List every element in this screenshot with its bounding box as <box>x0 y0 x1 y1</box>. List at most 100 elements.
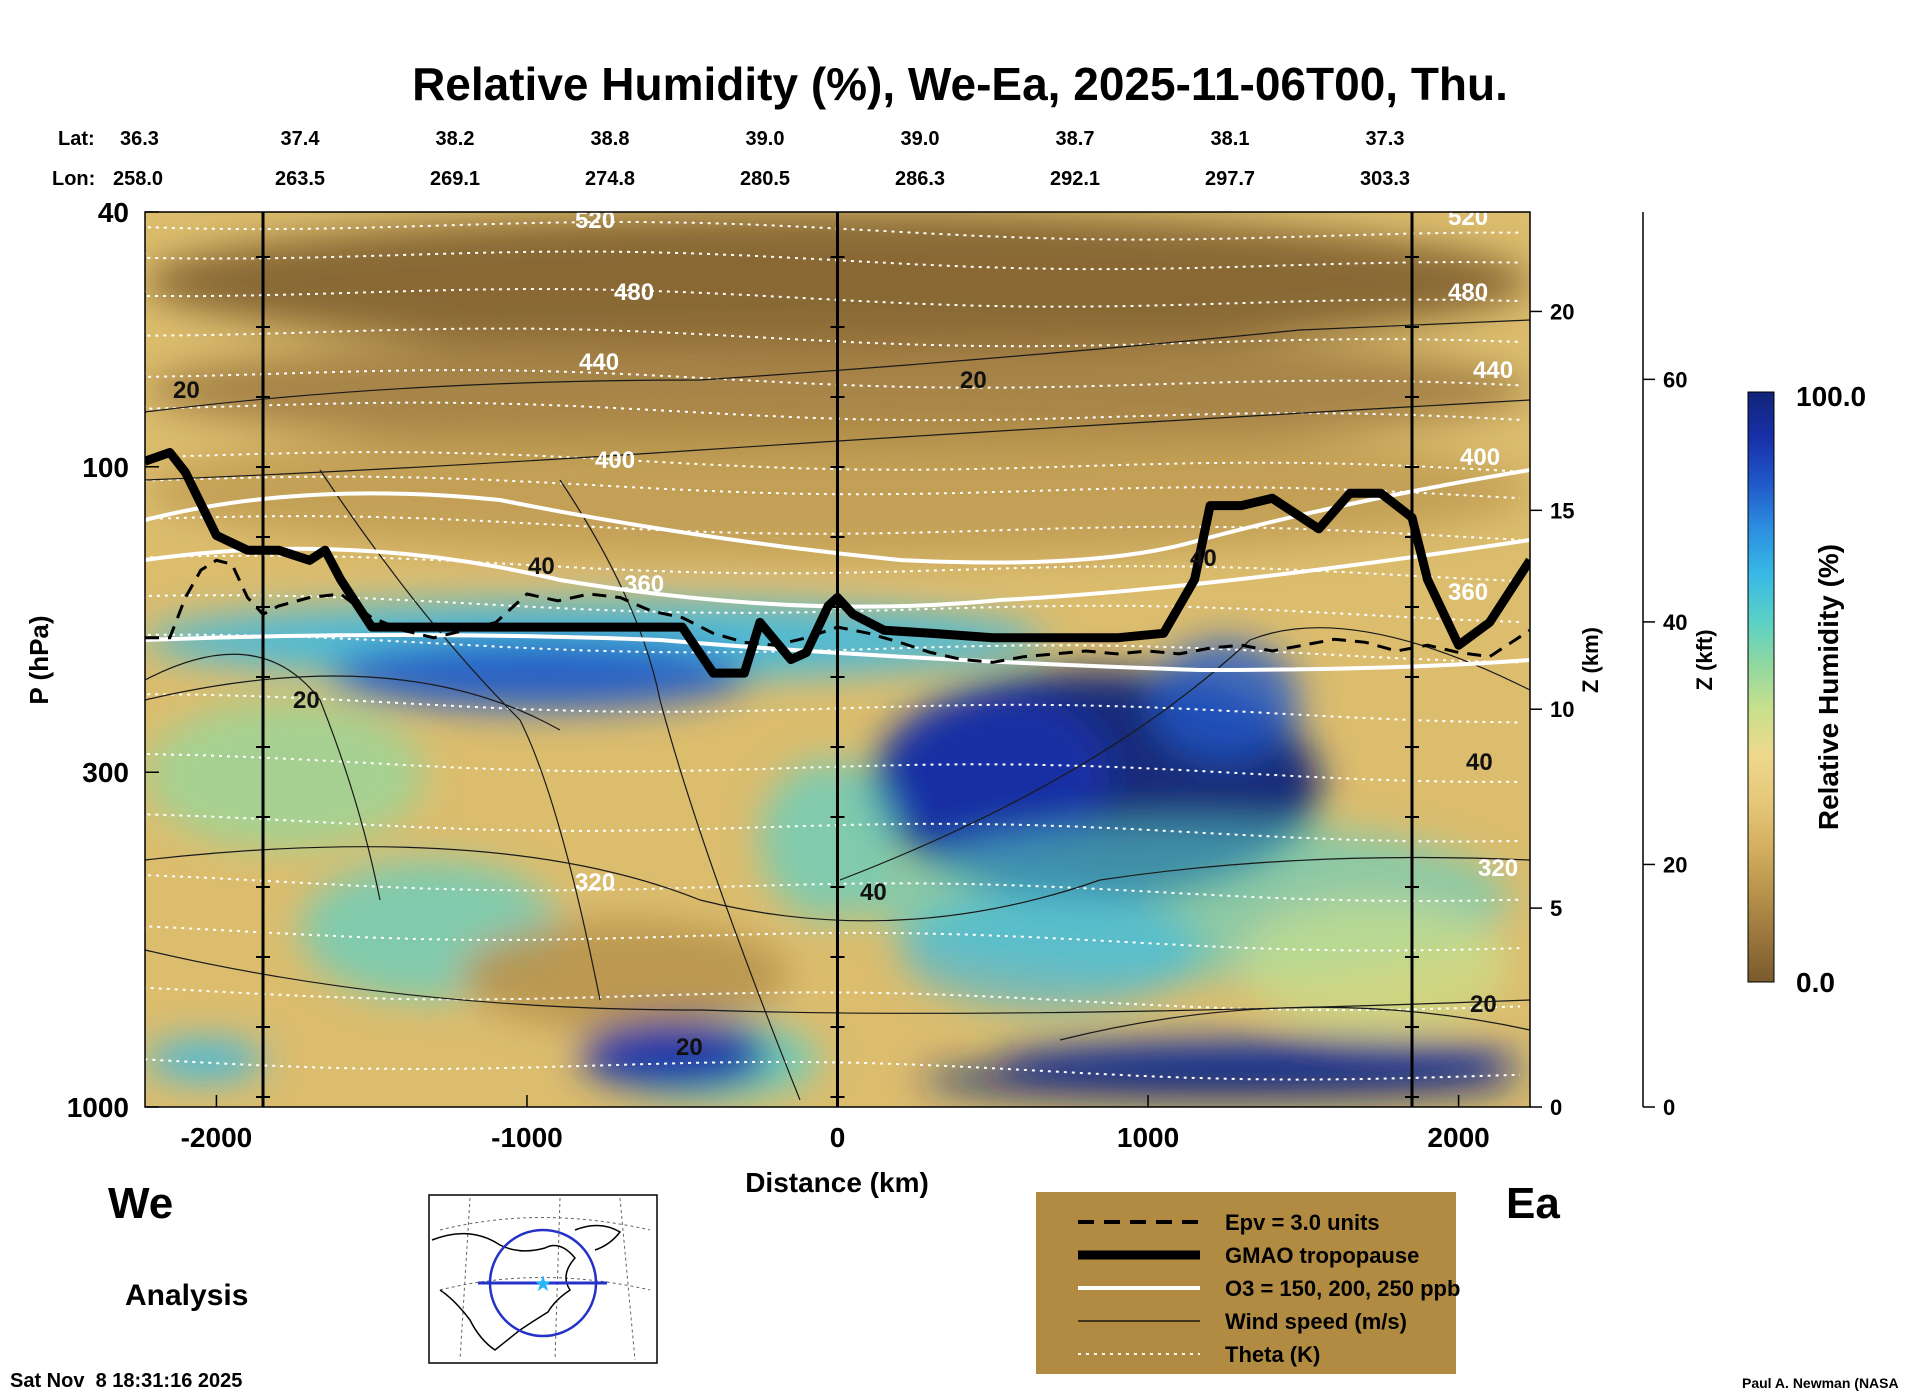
legend-label: Wind speed (m/s) <box>1225 1309 1407 1334</box>
rh-region <box>460 920 790 1030</box>
lon-value: 297.7 <box>1205 168 1255 190</box>
lat-value: 39.0 <box>746 128 785 150</box>
wind-label: 20 <box>173 377 200 404</box>
x-tick-label: 0 <box>830 1122 846 1153</box>
inset-map-coastline <box>431 1224 622 1351</box>
inset-map: ★ <box>428 1194 658 1364</box>
inset-map-grid <box>439 1197 651 1361</box>
lon-value: 286.3 <box>895 168 945 190</box>
theta-label: 360 <box>624 571 664 598</box>
y-tick-label: 100 <box>82 452 129 483</box>
theta-contour <box>145 475 1521 500</box>
rh-region <box>920 1060 1520 1100</box>
theta-contour <box>145 1058 1521 1081</box>
rh-region <box>880 690 1110 860</box>
legend-label: Epv = 3.0 units <box>1225 1210 1380 1235</box>
lon-value: 263.5 <box>275 168 325 190</box>
west-label: We <box>108 1179 173 1228</box>
z-kft-tick-label: 40 <box>1663 610 1687 635</box>
z-kft-tick-label: 20 <box>1663 852 1687 877</box>
theta-contour <box>145 986 1521 1012</box>
theta-label: 320 <box>1478 855 1518 882</box>
theta-label: 480 <box>614 279 654 306</box>
ozone-contour <box>145 538 1530 609</box>
theta-label: 320 <box>575 869 615 896</box>
wind-contour <box>145 949 1530 1014</box>
analysis-label: Analysis <box>125 1279 248 1312</box>
z-km-tick-label: 5 <box>1550 896 1562 921</box>
lon-value: 280.5 <box>740 168 790 190</box>
z-km-tick-label: 0 <box>1550 1095 1562 1120</box>
credit: Paul A. Newman (NASA <box>1742 1375 1899 1391</box>
theta-label: 520 <box>575 207 615 234</box>
lon-value: 274.8 <box>585 168 635 190</box>
theta-contour <box>145 327 1521 348</box>
lat-value: 37.4 <box>281 128 321 150</box>
legend: Epv = 3.0 units GMAO tropopause O3 = 150, … <box>1036 1192 1460 1374</box>
lon-row: Lon: 258.0 263.5 269.1 274.8 280.5 286.3 292.1… <box>52 168 1410 190</box>
legend-label: O3 = 150, 200, 250 ppb <box>1225 1276 1460 1301</box>
lon-label: Lon: <box>52 168 95 190</box>
theta-contour <box>145 220 1521 241</box>
y-tick-label: 1000 <box>67 1092 129 1123</box>
theta-contour <box>145 250 1521 271</box>
z-km-axis: 0 5 10 15 20 <box>1530 299 1574 1120</box>
tropopause-line <box>145 448 1530 678</box>
z-km-label: Z (km) <box>1578 627 1603 693</box>
wind-contour <box>559 479 801 1101</box>
x-tick-label: 1000 <box>1117 1122 1179 1153</box>
lon-values: 258.0 263.5 269.1 274.8 280.5 286.3 292.1 297.7… <box>113 168 1410 190</box>
wind-contour <box>1059 1006 1530 1041</box>
lat-value: 38.1 <box>1211 128 1250 150</box>
z-kft-tick-label: 60 <box>1663 367 1687 392</box>
lon-value: 292.1 <box>1050 168 1100 190</box>
colorbar-min: 0.0 <box>1796 967 1835 998</box>
wind-label: 40 <box>1190 545 1217 572</box>
rh-region <box>145 1040 265 1080</box>
y-tick-label: 40 <box>98 197 129 228</box>
lon-value: 258.0 <box>113 168 163 190</box>
theta-contour <box>145 287 1521 308</box>
theta-label: 400 <box>595 447 635 474</box>
wind-contour <box>145 675 561 731</box>
wind-label: 20 <box>1470 991 1497 1018</box>
wind-contour <box>145 399 1530 481</box>
wind-contour <box>145 319 1530 413</box>
wind-contour <box>319 469 601 1001</box>
theta-label: 400 <box>1460 444 1500 471</box>
y-axis-label: P (hPa) <box>24 615 54 704</box>
x-axis: -2000 -1000 0 1000 2000 <box>181 1095 1490 1153</box>
wind-label: 40 <box>528 553 555 580</box>
lat-label: Lat: <box>58 128 95 150</box>
y-tick-label: 300 <box>82 757 129 788</box>
lat-values: 36.3 37.4 38.2 38.8 39.0 39.0 38.7 38.1 37.3 <box>120 128 1404 150</box>
z-kft-label: Z (kft) <box>1692 629 1717 690</box>
z-kft-tick-label: 0 <box>1663 1095 1675 1120</box>
wind-contours <box>145 319 1530 1101</box>
east-label: Ea <box>1506 1179 1560 1228</box>
lat-value: 37.3 <box>1366 128 1405 150</box>
theta-label: 440 <box>1473 357 1513 384</box>
theta-label: 480 <box>1448 279 1488 306</box>
plot-area: 320 320 360 360 400 400 440 440 480 480 520 520 20 20… <box>145 207 1530 1107</box>
theta-contour <box>145 874 1521 903</box>
z-kft-axis: 0 20 40 60 <box>1642 212 1687 1120</box>
lat-value: 39.0 <box>901 128 940 150</box>
theta-contour <box>145 925 1521 952</box>
theta-contour <box>145 451 1521 473</box>
rh-region <box>330 640 750 710</box>
legend-label: GMAO tropopause <box>1225 1243 1419 1268</box>
z-km-tick-label: 10 <box>1550 697 1574 722</box>
theta-contour <box>145 753 1521 783</box>
lat-value: 36.3 <box>120 128 159 150</box>
legend-items: Epv = 3.0 units GMAO tropopause O3 = 150, … <box>1078 1210 1460 1367</box>
chart-title: Relative Humidity (%), We-Ea, 2025-11-06… <box>412 58 1508 110</box>
vertical-markers <box>256 212 1419 1107</box>
rh-region <box>760 760 900 920</box>
x-tick-label: -2000 <box>181 1122 253 1153</box>
theta-label: 440 <box>579 349 619 376</box>
wind-label: 20 <box>293 687 320 714</box>
rh-region <box>145 700 425 850</box>
inset-map-center-star: ★ <box>533 1271 553 1296</box>
